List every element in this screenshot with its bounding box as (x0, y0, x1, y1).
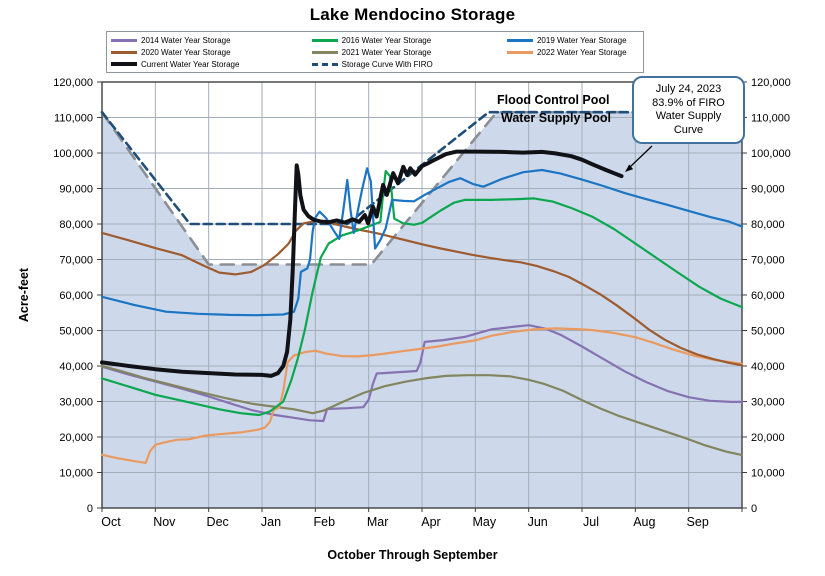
legend-swatch-dashed (311, 62, 338, 66)
annotation-arrowhead (625, 164, 634, 172)
legend-item: 2020 Water Year Storage (111, 46, 312, 58)
gridlines (102, 82, 742, 508)
legend-label: 2016 Water Year Storage (341, 35, 432, 45)
legend-label: Storage Curve With FIRO (341, 59, 433, 69)
legend-item: 2014 Water Year Storage (111, 34, 312, 46)
x-tick-label: Jan (261, 515, 281, 529)
series-wy2021 (100, 364, 744, 457)
series-wy2016 (100, 170, 744, 417)
y-tick-label-left: 0 (87, 503, 93, 515)
y-tick-label-right: 70,000 (751, 254, 785, 266)
legend-label: Current Water Year Storage (141, 59, 240, 69)
series-wy2022 (100, 327, 744, 464)
y-tick-label-left: 120,000 (53, 77, 93, 89)
series-firo_curve (100, 110, 744, 226)
legend-item: Current Water Year Storage (111, 58, 312, 70)
series-wy2019 (100, 167, 744, 317)
legend-item: 2022 Water Year Storage (506, 46, 639, 58)
x-axis-title: October Through September (327, 548, 498, 562)
series-current (100, 149, 624, 378)
legend-label: 2020 Water Year Storage (141, 47, 231, 57)
x-tick-label: May (473, 515, 497, 529)
y-tick-label-left: 40,000 (59, 361, 93, 373)
legend-swatch-solid-thick (111, 62, 137, 66)
annotation-line: Curve (673, 123, 704, 136)
y-tick-label-right: 60,000 (751, 290, 785, 302)
y-tick-label-left: 50,000 (59, 325, 93, 337)
legend-item: Storage Curve With FIRO (311, 58, 507, 70)
y-tick-label-right: 20,000 (751, 432, 785, 444)
legend-label: 2021 Water Year Storage (341, 47, 432, 57)
x-tick-label: Jul (583, 515, 599, 529)
legend-swatch-solid (506, 38, 533, 42)
y-tick-label-right: 40,000 (751, 361, 785, 373)
y-axis-title: Acre-feet (17, 267, 31, 322)
legend-label: 2014 Water Year Storage (141, 35, 231, 45)
y-tick-label-left: 60,000 (59, 290, 93, 302)
legend-swatch-solid (311, 38, 338, 42)
annotation-line: Water Supply (655, 110, 722, 122)
y-tick-label-left: 70,000 (59, 254, 93, 266)
y-tick-label-left: 110,000 (54, 112, 93, 124)
legend-label: 2022 Water Year Storage (536, 47, 627, 57)
x-tick-label: Apr (421, 515, 440, 529)
x-tick-label: Jun (528, 515, 548, 529)
y-tick-label-left: 100,000 (53, 148, 93, 160)
y-tick-label-left: 80,000 (59, 219, 93, 231)
y-tick-label-left: 10,000 (59, 467, 93, 479)
x-axis-labels: Oct Nov Dec Jan Feb Mar Apr May Jun Jul Aug Sep (101, 515, 709, 529)
annotation-line: 83.9% of FIRO (652, 96, 725, 109)
series-wy2014 (100, 324, 744, 423)
y-tick-label-right: 100,000 (751, 148, 791, 160)
legend-swatch-solid (111, 38, 137, 42)
y-tick-label-right: 30,000 (751, 396, 785, 408)
y-tick-label-left: 90,000 (59, 183, 93, 195)
annotation-callout: July 24, 2023 83.9% of FIRO Water Supply… (632, 76, 745, 144)
chart-title: Lake Mendocino Storage (309, 5, 516, 24)
y-tick-label-right: 50,000 (751, 325, 785, 337)
legend-item: 2019 Water Year Storage (506, 34, 639, 46)
legend-swatch-solid (506, 50, 533, 54)
y-axis-labels: 0 0 10,000 10,000 20,000 20,000 30,000 30,000 40… (53, 77, 791, 515)
y-tick-label-right: 0 (751, 503, 757, 515)
annotation-line: July 24, 2023 (655, 83, 722, 95)
series-wy2020 (100, 220, 744, 367)
y-tick-label-right: 110,000 (751, 112, 790, 124)
y-tick-label-right: 80,000 (751, 219, 785, 231)
x-tick-label: Nov (153, 515, 176, 529)
legend-item: 2021 Water Year Storage (311, 46, 507, 58)
legend-item: 2016 Water Year Storage (311, 34, 507, 46)
x-tick-label: Mar (367, 515, 389, 529)
y-tick-label-left: 30,000 (59, 396, 93, 408)
legend-swatch-solid (311, 50, 338, 54)
y-tick-label-left: 20,000 (59, 432, 93, 444)
legend-label: 2019 Water Year Storage (536, 35, 627, 45)
water-supply-pool-label: Water Supply Pool (501, 111, 611, 125)
y-tick-label-right: 120,000 (751, 77, 791, 89)
legend-box: 2014 Water Year Storage 2020 Water Year S… (106, 31, 644, 73)
x-tick-label: Sep (687, 515, 709, 529)
annotation-arrow (629, 145, 653, 168)
x-tick-label: Oct (101, 515, 121, 529)
y-tick-label-right: 90,000 (751, 183, 785, 195)
x-tick-label: Feb (314, 515, 336, 529)
x-tick-label: Dec (207, 515, 229, 529)
series-guide_curve (100, 110, 744, 266)
x-tick-label: Aug (633, 515, 655, 529)
y-tick-label-right: 10,000 (751, 467, 785, 479)
legend-swatch-solid (111, 50, 137, 54)
flood-control-pool-label: Flood Control Pool (497, 93, 610, 107)
